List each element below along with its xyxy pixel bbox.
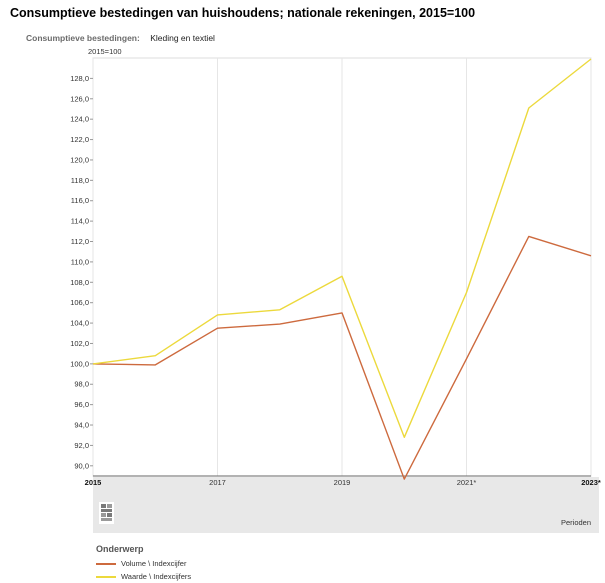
y-tick-label: 110,0 (71, 257, 89, 266)
x-tick-label: 2017 (209, 478, 226, 487)
y-tick-label: 102,0 (70, 339, 89, 348)
chart-title: Consumptieve bestedingen van huishoudens… (10, 6, 476, 20)
cbs-logo-icon (99, 502, 114, 524)
y-tick-label: 120,0 (70, 155, 89, 164)
data-point (528, 107, 529, 108)
data-point (590, 58, 591, 59)
legend-swatch-volume (96, 562, 116, 565)
legend-label-volume: Volume \ Indexcijfer (121, 559, 187, 568)
y-tick-label: 112,0 (71, 237, 89, 246)
data-point (155, 364, 156, 365)
x-tick-label: 2015 (85, 478, 102, 487)
data-point (590, 255, 591, 256)
y-tick-label: 124,0 (70, 115, 89, 124)
x-tick-label: 2021* (457, 478, 477, 487)
y-tick-label: 126,0 (70, 94, 89, 103)
x-tick-label: 2023* (581, 478, 601, 487)
data-point (217, 328, 218, 329)
x-axis-title: Perioden (561, 518, 592, 527)
series-line-waarde (92, 58, 592, 438)
data-point (466, 358, 467, 359)
y-tick-label: 118,0 (71, 176, 89, 185)
y-tick-label: 128,0 (70, 74, 89, 83)
data-point (341, 312, 342, 313)
data-point (404, 478, 405, 479)
series-line-volume (92, 235, 592, 480)
data-point (341, 276, 342, 277)
unit-label: 2015=100 (88, 47, 122, 56)
legend-item-waarde[interactable]: Waarde \ Indexcijfers (96, 572, 191, 581)
y-tick-label: 96,0 (74, 400, 89, 409)
period-band (93, 477, 599, 533)
data-point (528, 236, 529, 237)
y-tick-label: 98,0 (74, 380, 89, 389)
y-tick-label: 94,0 (74, 421, 89, 430)
data-point (279, 309, 280, 310)
y-tick-label: 92,0 (74, 441, 89, 450)
y-tick-label: 114,0 (71, 217, 89, 226)
y-tick-label: 116,0 (71, 196, 89, 205)
y-tick-label: 100,0 (70, 359, 89, 368)
y-tick-label: 90,0 (74, 461, 89, 470)
legend-item-volume[interactable]: Volume \ Indexcijfer (96, 559, 186, 568)
x-tick-label: 2019 (334, 478, 351, 487)
filter-value[interactable]: Kleding en textiel (150, 33, 215, 43)
data-point (217, 314, 218, 315)
filter-row: Consumptieve bestedingen: Kleding en tex… (26, 33, 215, 43)
data-point (155, 355, 156, 356)
y-tick-label: 122,0 (70, 135, 89, 144)
filter-label: Consumptieve bestedingen: (26, 33, 140, 43)
y-tick-label: 106,0 (70, 298, 89, 307)
data-point (466, 292, 467, 293)
y-tick-label: 108,0 (70, 278, 89, 287)
data-point (92, 363, 93, 364)
legend-title: Onderwerp (96, 544, 144, 554)
data-point (404, 437, 405, 438)
data-point (279, 323, 280, 324)
legend-label-waarde: Waarde \ Indexcijfers (121, 572, 192, 581)
legend-swatch-waarde (96, 575, 116, 578)
y-tick-label: 104,0 (70, 319, 89, 328)
